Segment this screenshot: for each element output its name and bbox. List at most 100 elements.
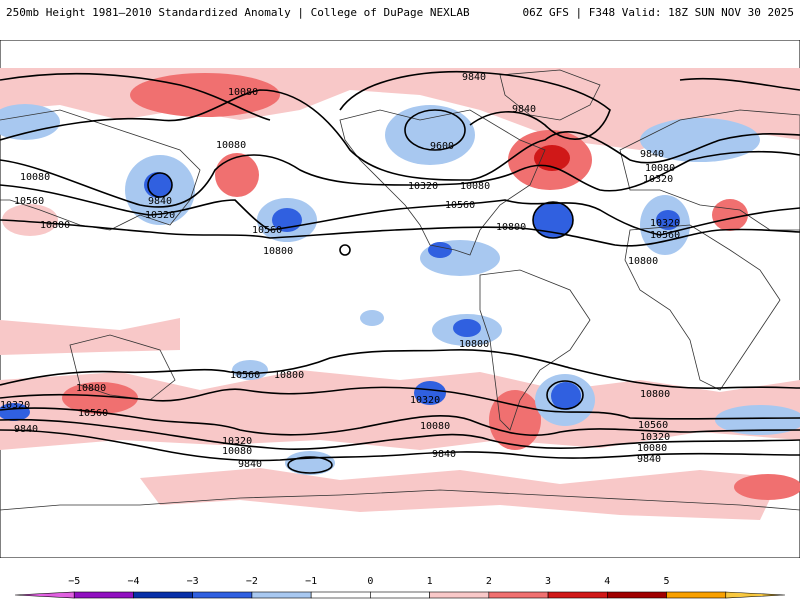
- negative-anomaly-mediterranean-core: [656, 210, 680, 230]
- colorbar-ticks: −5 −4 −3 −2 −1 0 1 2 3 4 5: [68, 576, 669, 587]
- africa-outline: [624, 224, 781, 391]
- negative-anomaly-sw-atlantic-edge: [715, 405, 800, 435]
- contour-closed-small-pacific: [339, 244, 351, 256]
- contour-label: 10800: [496, 222, 526, 233]
- contour-closed-east-asia: [147, 172, 173, 198]
- contour-label: 10320: [145, 210, 175, 221]
- negative-anomaly-east-asia-core: [144, 172, 172, 198]
- negative-anomaly-tropical-pacific: [360, 310, 384, 326]
- contour-label: 10800: [76, 383, 106, 394]
- colorbar-segment: [488, 591, 549, 599]
- contour-label: 10800: [274, 370, 304, 381]
- contour-label: 10080: [20, 172, 50, 183]
- greenland-outline: [499, 69, 601, 121]
- negative-anomaly-mid-atlantic: [533, 202, 573, 238]
- contour-10080-south: [0, 418, 800, 450]
- positive-anomaly-europe: [712, 199, 748, 231]
- contour-10800-north: [0, 219, 800, 247]
- contour-10320-south: [0, 407, 800, 437]
- contour-label: 10800: [628, 256, 658, 267]
- contour-label: 9840: [238, 459, 262, 470]
- contour-label: 10800: [640, 389, 670, 400]
- contour-label: 10800: [40, 220, 70, 231]
- colorbar-tick-label: 3: [545, 576, 551, 587]
- north-america-outline: [339, 109, 546, 256]
- colorbar-segment: [429, 591, 490, 599]
- positive-anomaly-band-south: [0, 370, 800, 450]
- negative-anomaly-east-pacific-core: [453, 319, 481, 337]
- positive-anomaly-atlantic-core: [534, 145, 570, 171]
- contour-10560-north: [0, 184, 800, 236]
- contour-label: 9840: [512, 104, 536, 115]
- australia-outline: [69, 334, 176, 401]
- contour-10800-south: [0, 348, 800, 390]
- contour-label: 10320: [640, 432, 670, 443]
- contour-label: 10320: [0, 400, 30, 411]
- contour-label: 9600: [430, 141, 454, 152]
- contour-closed-south-indian: [287, 456, 333, 474]
- contour-label: 10080: [460, 181, 490, 192]
- contour-9840-north: [0, 70, 800, 140]
- contour-label: 10560: [650, 230, 680, 241]
- contour-closed-9600: [404, 109, 466, 151]
- colorbar-tick-label: −5: [68, 576, 80, 587]
- colorbar-segment: [310, 591, 371, 599]
- model-run-info: 06Z GFS | F348 Valid: 18Z SUN NOV 30 202…: [522, 6, 794, 19]
- negative-anomaly-canada: [385, 105, 475, 165]
- contour-closed-south-atlantic: [546, 380, 584, 410]
- positive-anomaly-far-southeast: [734, 474, 800, 500]
- anomaly-map: 9840 10080 10080 10080 10560 10800 9840 …: [0, 40, 800, 558]
- colorbar-segment: [370, 591, 430, 599]
- contour-label: 10080: [216, 140, 246, 151]
- colorbar-tick-label: 4: [604, 576, 610, 587]
- negative-anomaly-south-pacific: [414, 381, 446, 405]
- contour-label: 10320: [650, 218, 680, 229]
- contour-label: 9840: [14, 424, 38, 435]
- colorbar-segment: [133, 591, 193, 599]
- antarctica-outline: [0, 489, 800, 511]
- negative-anomaly-south-atlantic-core: [551, 382, 581, 410]
- positive-anomaly-band-far-south: [140, 468, 780, 520]
- colorbar-tick-label: 5: [664, 576, 670, 587]
- positive-anomaly-tropics: [0, 318, 180, 355]
- colorbar-tick-label: 0: [367, 576, 373, 587]
- contour-label: 10080: [420, 421, 450, 432]
- positive-anomaly-west-edge: [2, 204, 58, 236]
- contour-label: 10800: [263, 246, 293, 257]
- contour-label: 10800: [459, 339, 489, 350]
- contour-label: 10080: [222, 446, 252, 457]
- colorbar-segment: [192, 591, 253, 599]
- colorbar-tick-label: −3: [187, 576, 199, 587]
- map-title: 250mb Height 1981–2010 Standardized Anom…: [6, 6, 470, 19]
- contour-closed-atlantic-low: [532, 201, 574, 239]
- negative-anomaly-west-edge: [0, 104, 60, 140]
- contour-label: 10080: [228, 87, 258, 98]
- contour-label: 10080: [637, 443, 667, 454]
- contour-label: 9840: [637, 454, 661, 465]
- positive-anomaly-alaska-gulf: [215, 153, 259, 197]
- contour-label: 9840: [148, 196, 172, 207]
- contour-labels: 9840 10080 10080 10080 10560 10800 9840 …: [0, 72, 680, 470]
- contour-label: 10320: [410, 395, 440, 406]
- contour-label: 10560: [638, 420, 668, 431]
- negative-anomaly-indian-east: [232, 360, 268, 380]
- contour-10560-south: [0, 386, 800, 420]
- contour-label: 10560: [445, 200, 475, 211]
- colorbar-segment: [14, 591, 75, 599]
- colorbar-segment: [666, 591, 727, 599]
- colorbar-segment: [73, 591, 134, 599]
- colorbar-segments: [14, 591, 786, 599]
- contour-9840-south: [0, 429, 800, 462]
- colorbar-tick-label: −1: [305, 576, 317, 587]
- colorbar-tick-label: 1: [427, 576, 433, 587]
- contour-label: 9840: [462, 72, 486, 83]
- contour-label: 10320: [643, 174, 673, 185]
- negative-anomaly-scandinavia: [640, 118, 760, 162]
- contour-label: 10080: [645, 163, 675, 174]
- contour-label: 9840: [640, 149, 664, 160]
- contour-10320-north: [0, 150, 800, 208]
- contour-label: 10560: [78, 408, 108, 419]
- contour-10080-north: [0, 89, 800, 181]
- contour-label: 10320: [222, 436, 252, 447]
- positive-anomaly-nw-pacific: [130, 73, 280, 117]
